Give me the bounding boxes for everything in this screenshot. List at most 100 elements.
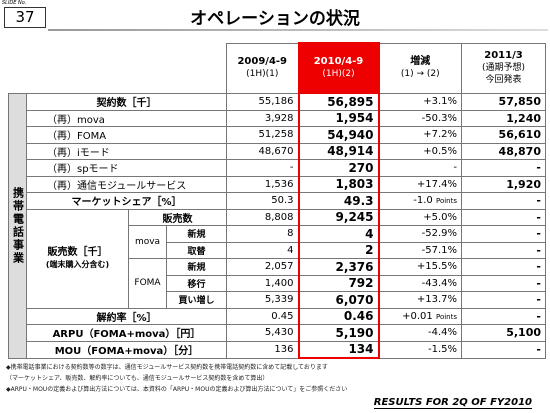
value-cell: - — [461, 258, 546, 276]
value-cell: - — [461, 307, 546, 325]
value-cell: 2,057 — [226, 258, 299, 276]
value: 0.45 — [271, 310, 294, 322]
row-label: （再）iモード — [26, 142, 227, 160]
value: - — [536, 161, 541, 175]
value: -1.0 Points — [413, 195, 457, 207]
footnote: ◆ARPU・MOUの定義および算出方法については、本資料の「ARPU・MOUの定… — [6, 386, 348, 393]
footnote: （マーケットシェア、販売数、解約率についても、通信モジュールサービス契約数を含め… — [6, 375, 269, 382]
value-cell: 56,610 — [461, 126, 546, 144]
value: 55,186 — [258, 96, 294, 107]
value-cell: 48,670 — [226, 142, 299, 160]
slide-no: 37 — [4, 7, 46, 28]
value-cell: 50.3 — [226, 192, 299, 210]
value-cell: 0.45 — [226, 307, 299, 325]
value: +0.5% — [423, 145, 457, 157]
value-cell: 4 — [226, 241, 299, 259]
slide-no-label: SLIDE No. — [2, 0, 27, 6]
value: 56,610 — [498, 128, 541, 142]
row-label: 新規 — [166, 258, 227, 276]
group-label: FOMA — [128, 258, 167, 309]
footer: RESULTS FOR 2Q OF FY2010 — [373, 397, 532, 409]
footnotes: ◆携帯電話事業における契約数等の数字は、通信モジュールサービス契約数を携帯電話契… — [6, 362, 347, 395]
value: 9,245 — [335, 210, 374, 225]
value: -50.3% — [421, 112, 457, 124]
value-cell: 1,536 — [226, 175, 299, 193]
value: 3,928 — [264, 112, 294, 124]
row: 携帯電話事業 契約数［千］ 55,186 56,895 +3.1% 57,850 — [8, 92, 546, 359]
value-cell: - — [461, 225, 546, 243]
value: +15.5% — [416, 261, 457, 273]
row: （再）FOMA 51,258 54,940 +7.2% 56,610 — [9, 126, 546, 144]
value: - — [536, 276, 541, 290]
row-label: 新規 — [166, 225, 227, 243]
footnote: ◆携帯電話事業における契約数等の数字は、通信モジュールサービス契約数を携帯電話契… — [6, 364, 328, 371]
title-rule — [48, 29, 548, 31]
header-row: 2009/4-9 (1H)(1) 2010/4-9 (1H)(2) 増減 (1) → (2… — [9, 42, 546, 94]
value: - — [453, 162, 457, 174]
column-header-text: 今回発表 — [485, 75, 522, 85]
value-cell: 4 — [297, 225, 380, 243]
value-cell: 5,430 — [226, 324, 299, 342]
value-cell: -50.3% — [378, 109, 462, 127]
value-cell: 1,803 — [297, 175, 380, 193]
row: 移行 1,400 792 -43.4% - — [9, 274, 546, 292]
value: 1,803 — [335, 177, 374, 192]
value-cell: +7.2% — [378, 126, 462, 144]
column-header-text: (1H)(2) — [322, 69, 355, 79]
column-header-text: 2011/3 — [484, 50, 523, 61]
value: 5,100 — [506, 326, 541, 340]
value-cell: - — [461, 274, 546, 292]
value: +17.4% — [416, 178, 457, 190]
value: 1,954 — [335, 111, 374, 126]
value-cell: - — [461, 208, 546, 226]
column-header: 2011/3 (通期予想) 今回発表 — [461, 42, 546, 94]
row-label: 販売数 — [128, 208, 227, 226]
value: 2 — [365, 243, 374, 258]
header-blank — [9, 43, 227, 93]
value: 1,920 — [506, 177, 541, 191]
column-header-text: (1) → (2) — [400, 69, 440, 79]
row-label: 移行 — [166, 274, 227, 292]
column-header: 2009/4-9 (1H)(1) — [226, 42, 299, 94]
value-cell: 57,850 — [461, 92, 546, 111]
value: 2,376 — [335, 259, 374, 274]
value-cell: 2,376 — [297, 258, 380, 276]
title: オペレーションの状況 — [190, 9, 360, 29]
value-cell: 54,940 — [297, 126, 380, 144]
value: +7.2% — [423, 129, 457, 141]
value: 56,895 — [327, 94, 374, 109]
value: -43.4% — [421, 277, 457, 289]
value-cell: -57.1% — [378, 241, 462, 259]
value: - — [536, 210, 541, 224]
row: （再）spモード - 270 - - — [9, 159, 546, 177]
row: 買い増し 5,339 6,070 +13.7% - — [9, 291, 546, 309]
value: - — [536, 309, 541, 323]
column-header: 2010/4-9 (1H)(2) — [297, 42, 380, 94]
value-cell: +0.01 Points — [378, 307, 462, 325]
value: -52.9% — [421, 228, 457, 240]
value-cell: 1,920 — [461, 175, 546, 193]
value: +5.0% — [423, 211, 457, 223]
value: 54,940 — [327, 127, 374, 142]
value: - — [536, 293, 541, 307]
column-header-text: 増減 — [410, 56, 431, 67]
value-cell: 1,954 — [297, 109, 380, 127]
column-header-text: 2010/4-9 — [313, 56, 364, 67]
value-cell: - — [226, 159, 299, 177]
value: 49.3 — [343, 193, 374, 208]
value-unit: Points — [435, 312, 457, 321]
value-cell: 5,190 — [297, 324, 380, 342]
row-label: 解約率［%］ — [26, 307, 227, 325]
value: 48,870 — [498, 144, 541, 158]
value-cell: +17.4% — [378, 175, 462, 193]
row: マーケットシェア［%］ 50.3 49.3 -1.0 Points - — [9, 192, 546, 210]
column-header-text: 2009/4-9 — [237, 56, 288, 67]
value: 57,850 — [498, 95, 541, 108]
value-unit: Points — [435, 197, 457, 206]
value: -4.4% — [427, 327, 457, 339]
value-cell: - — [461, 192, 546, 210]
row-label: マーケットシェア［%］ — [26, 192, 227, 210]
row: （再）通信モジュールサービス 1,536 1,803 +17.4% 1,920 — [9, 175, 546, 193]
sales-title: 販売数［千］ — [47, 246, 108, 258]
row-label: 契約数［千］ — [26, 92, 227, 111]
